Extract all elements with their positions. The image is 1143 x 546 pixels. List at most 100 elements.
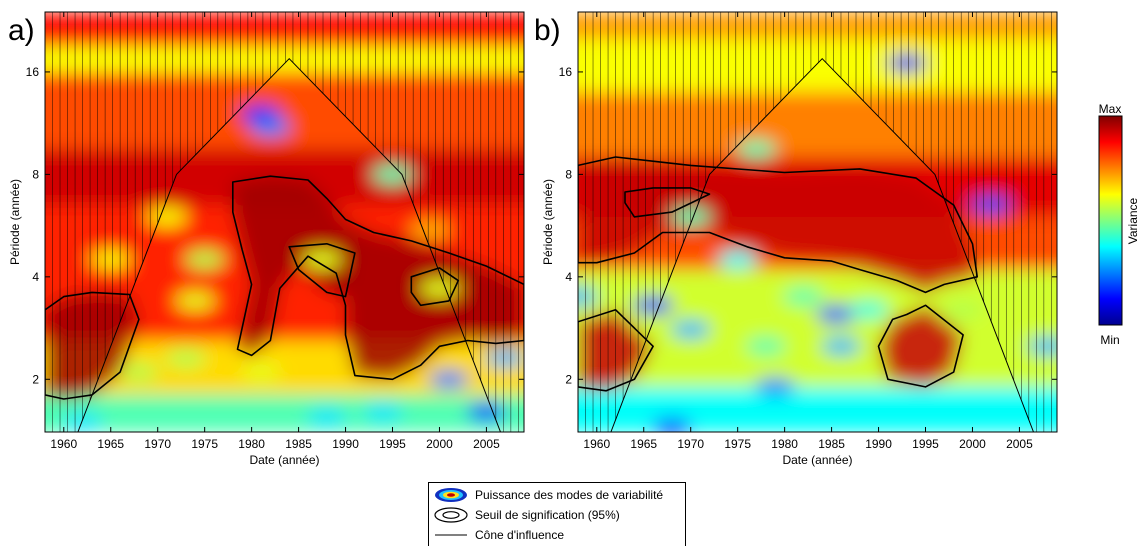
power-hotspot (363, 403, 404, 422)
plot-frame (577, 11, 1058, 433)
x-tick-label: 1960 (50, 437, 77, 451)
significance-contour (578, 156, 978, 294)
coi-hatching (45, 12, 519, 432)
legend-item-significance: Seuil de signification (95%) (433, 505, 620, 525)
coi-hatching (578, 12, 1052, 432)
x-tick-label: 1975 (724, 437, 751, 451)
power-hotspot (419, 279, 460, 298)
colorbar-title: Variance (1126, 197, 1140, 244)
panel-label-b: b) (534, 14, 561, 47)
wavelet-chart-a: 1960 1965 1970 1975 1980 1985 1990 1995 2000 2005… (8, 11, 525, 467)
cone-of-influence (610, 57, 1034, 432)
y-tick-label: 4 (565, 270, 572, 284)
colorbar-max-label: Max (1099, 102, 1122, 116)
cone-of-influence (77, 57, 501, 432)
significance-contour (410, 267, 460, 307)
y-tick-label: 8 (32, 167, 39, 181)
legend-label-significance: Seuil de signification (95%) (475, 508, 620, 522)
power-hotspot (1027, 337, 1057, 356)
x-tick-label: 1965 (97, 437, 124, 451)
significance-contour (877, 304, 964, 388)
significance-contour (624, 187, 711, 218)
power-hotspot (717, 250, 758, 269)
power-hotspot (241, 363, 282, 382)
contour-ellipse-icon (434, 507, 468, 523)
x-tick-label: 1990 (332, 437, 359, 451)
x-tick-label: 1970 (677, 437, 704, 451)
legend-label-power: Puissance des modes de variabilité (475, 488, 664, 502)
legend-label-cone: Cône d'influence (475, 528, 565, 542)
power-field (578, 12, 1057, 432)
y-tick-label: 16 (559, 65, 573, 79)
power-hotspot (372, 165, 413, 184)
power-hotspot (250, 118, 291, 137)
y-tick-label: 4 (32, 270, 39, 284)
x-tick-label: 1985 (818, 437, 845, 451)
power-hotspot (886, 53, 927, 72)
x-tick-label: 2000 (959, 437, 986, 451)
power-hotspot (90, 250, 131, 269)
power-hotspot (466, 403, 507, 422)
significance-contour (288, 243, 356, 298)
power-hotspot (147, 207, 188, 226)
power-hotspot (118, 363, 159, 382)
power-hotspot (820, 337, 861, 356)
cone-line-icon (435, 534, 467, 536)
x-tick-label: 1980 (771, 437, 798, 451)
power-hotspot (943, 300, 984, 319)
x-tick-label: 2005 (1006, 437, 1033, 451)
y-tick-label: 2 (565, 372, 572, 386)
power-hotspot (485, 349, 524, 368)
power-hotspot (736, 139, 777, 158)
y-tick-label: 2 (32, 372, 39, 386)
significance-contour (45, 291, 140, 400)
x-tick-label: 1960 (583, 437, 610, 451)
power-hotspot (410, 220, 451, 239)
colorbar-gradient (1098, 115, 1123, 326)
power-hotspot (175, 291, 216, 310)
x-tick-label: 1995 (379, 437, 406, 451)
x-tick-label: 2005 (473, 437, 500, 451)
legend: Puissance des modes de variabilité Seuil… (428, 482, 686, 546)
x-tick-label: 1995 (912, 437, 939, 451)
power-hotspot (165, 349, 206, 368)
legend-item-power: Puissance des modes de variabilité (433, 485, 663, 505)
plot-frame (44, 11, 525, 433)
power-hotspot (184, 250, 225, 269)
panel-label-a: a) (8, 14, 35, 47)
x-axis-label: Date (année) (782, 453, 852, 467)
colorbar: Max Min Variance (1098, 102, 1140, 347)
power-hotspot (755, 377, 796, 396)
x-axis-label: Date (année) (249, 453, 319, 467)
power-ellipse-icon (435, 488, 467, 502)
heatmap-area (45, 12, 524, 432)
power-field (45, 12, 524, 432)
wavelet-chart-b: 1960 1965 1970 1975 1980 1985 1990 1995 2000 2005… (541, 11, 1058, 467)
power-hotspot (62, 412, 103, 431)
power-hotspot (428, 370, 469, 389)
power-hotspot (306, 407, 347, 426)
x-tick-label: 1965 (630, 437, 657, 451)
y-axis-label: Période (année) (8, 179, 22, 265)
power-hotspot (816, 305, 857, 324)
x-tick-label: 2000 (426, 437, 453, 451)
legend-item-cone: Cône d'influence (433, 525, 564, 545)
x-tick-label: 1975 (191, 437, 218, 451)
colorbar-min-label: Min (1100, 333, 1119, 347)
y-tick-label: 16 (26, 65, 40, 79)
y-tick-label: 8 (565, 167, 572, 181)
heatmap-area (578, 12, 1057, 432)
power-hotspot (670, 320, 711, 339)
x-tick-label: 1990 (865, 437, 892, 451)
significance-contour (232, 175, 524, 381)
x-tick-label: 1985 (285, 437, 312, 451)
x-tick-label: 1970 (144, 437, 171, 451)
power-hotspot (745, 337, 786, 356)
x-tick-label: 1980 (238, 437, 265, 451)
significance-contour (578, 309, 654, 392)
power-hotspot (849, 300, 890, 319)
power-hotspot (651, 417, 692, 432)
power-hotspot (783, 287, 824, 306)
power-hotspot (302, 250, 343, 269)
y-axis-label: Période (année) (541, 179, 555, 265)
